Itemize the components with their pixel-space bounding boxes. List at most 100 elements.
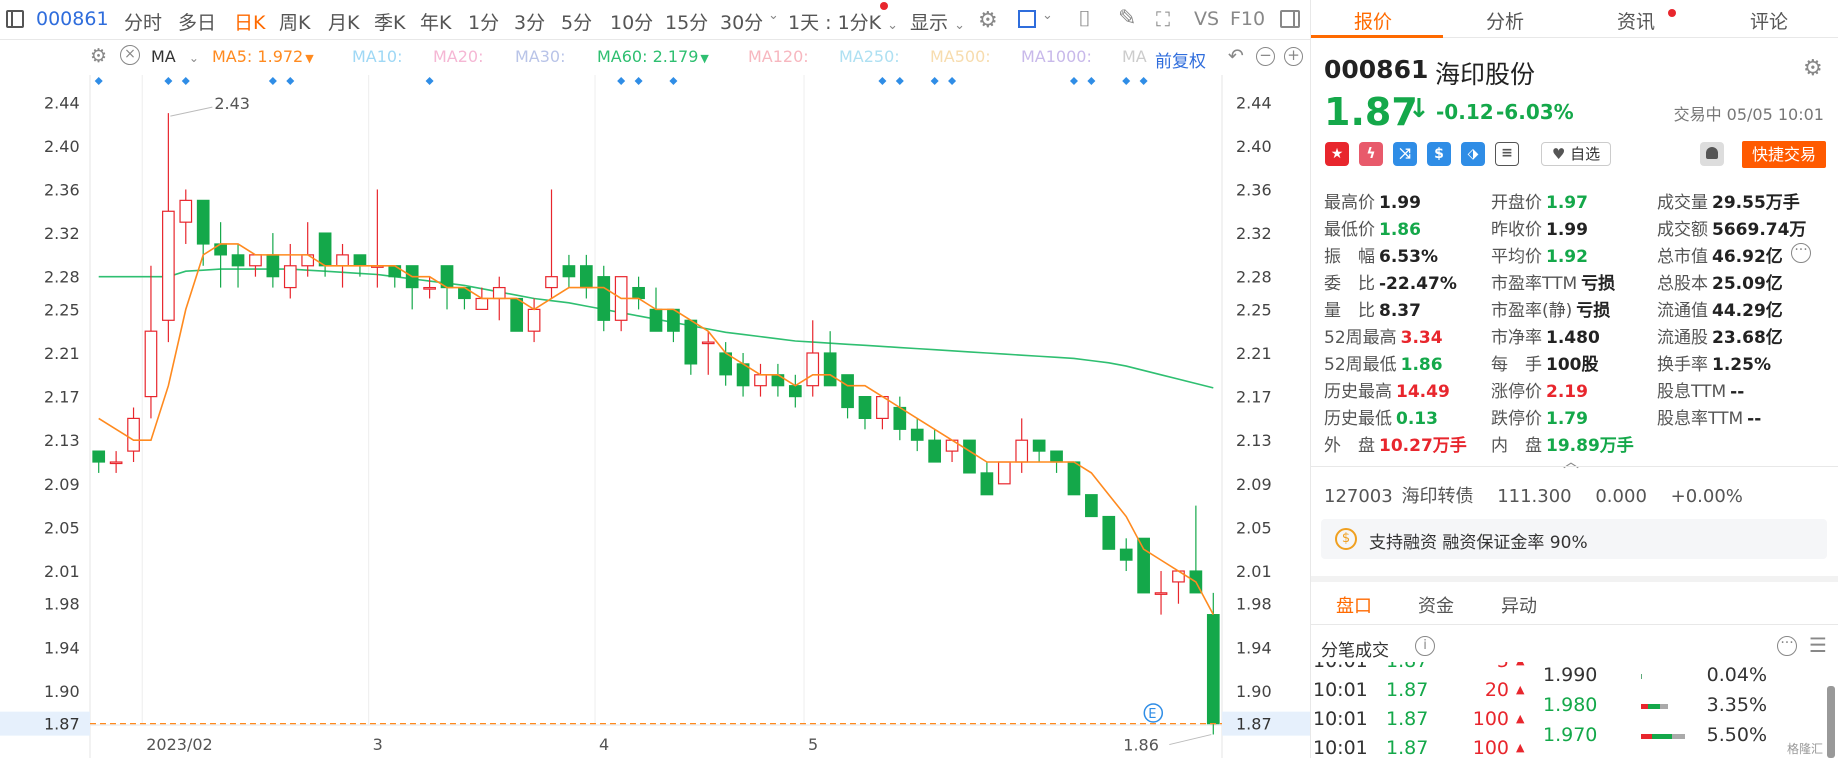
chevron-down-icon[interactable]: ⌄ — [1042, 8, 1053, 23]
settings-gear-icon[interactable]: ⚙ — [90, 45, 108, 67]
bell-icon[interactable] — [1700, 142, 1724, 166]
bond-price: 111.300 — [1497, 486, 1572, 507]
document-icon[interactable]: ≡ — [1495, 142, 1519, 166]
x-tick-label: 4 — [599, 735, 609, 754]
tab-movements[interactable]: 异动 — [1501, 596, 1537, 617]
tick-vol: 20 — [1484, 679, 1509, 701]
stock-code-link[interactable]: 000861 — [36, 8, 109, 30]
y-tick-label: 1.90 — [1236, 682, 1272, 701]
ma-indicator-bar: ⚙ × MA ⌄ MA5: 1.972 ▼ MA10: MA20: MA30: M… — [0, 41, 1310, 75]
candle-body — [510, 297, 524, 332]
more-options-icon[interactable]: ··· — [1791, 243, 1811, 263]
lightning-icon[interactable]: ϟ — [1359, 142, 1383, 166]
period-tab[interactable]: 日K — [234, 12, 266, 34]
quick-trade-button[interactable]: 快捷交易 — [1742, 141, 1826, 168]
stat-label: 市盈率TTM — [1491, 274, 1578, 294]
max-annotation-line — [170, 106, 213, 117]
candle-body — [632, 286, 645, 300]
y-tick-label: 2.13 — [1236, 431, 1272, 450]
period-tab[interactable]: 30分 — [720, 12, 764, 34]
info-icon[interactable]: i — [1415, 636, 1435, 656]
add-watchlist-button[interactable]: ♥ 自选 — [1541, 142, 1611, 166]
depth-price: 1.970 — [1543, 724, 1598, 746]
f10-button[interactable]: F10 — [1230, 8, 1266, 30]
pen-icon[interactable]: ✎ — [1118, 6, 1137, 31]
y-tick-label: 2.32 — [44, 224, 80, 243]
period-tab[interactable]: 分时 — [124, 12, 163, 34]
event-marker-icon — [617, 77, 626, 85]
period-tab[interactable]: 1分 — [468, 12, 500, 34]
tab-funds[interactable]: 资金 — [1418, 596, 1454, 617]
panel-toggle-icon[interactable] — [1280, 10, 1300, 28]
period-tab[interactable]: 季K — [374, 12, 406, 34]
compare-vs-button[interactable]: VS — [1194, 8, 1220, 30]
period-tab[interactable]: 多日 — [178, 12, 217, 34]
tab-comments[interactable]: 评论 — [1750, 11, 1789, 33]
bond-code: 127003 — [1324, 486, 1393, 507]
draw-rect-icon[interactable] — [1018, 10, 1036, 28]
y-tick-label: 2.40 — [44, 137, 80, 156]
tab-quote[interactable]: 报价 — [1354, 11, 1393, 33]
stat-value: 3.34 — [1400, 328, 1443, 348]
price-label-bg — [0, 711, 90, 736]
zoom-out-icon[interactable]: − — [1256, 47, 1275, 66]
close-icon[interactable]: × — [120, 45, 140, 65]
depth-price: 1.990 — [1543, 664, 1598, 686]
y-tick-label: 2.28 — [44, 268, 80, 287]
undo-icon[interactable]: ↶ — [1228, 45, 1244, 67]
ma-truncated-legend: MA — [1122, 47, 1147, 66]
candle-body — [788, 385, 802, 398]
stat-value: 亏损 — [1576, 301, 1611, 321]
period-tab[interactable]: 周K — [279, 12, 311, 34]
stat-item: 换手率 1.25% — [1657, 350, 1771, 375]
fullscreen-icon[interactable]: ⛶ — [1156, 7, 1170, 31]
tag-icon[interactable]: ⬗ — [1461, 142, 1485, 166]
range-select[interactable]: 1天 : 1分K ⌄ — [788, 8, 898, 35]
sidebar-toggle-icon[interactable] — [6, 10, 24, 28]
zoom-in-icon[interactable]: + — [1284, 47, 1303, 66]
dollar-icon[interactable]: $ — [1427, 142, 1451, 166]
convertible-bond-row[interactable]: 127003 海印转债 111.300 0.000 +0.00% — [1324, 482, 1743, 508]
period-tab[interactable]: 10分 — [610, 12, 654, 34]
event-marker-icon — [286, 77, 295, 85]
settings-gear-icon[interactable]: ⚙ — [1803, 56, 1823, 81]
stat-value: 1.99 — [1379, 193, 1421, 213]
more-options-icon[interactable]: ··· — [1777, 636, 1797, 656]
divider — [1311, 624, 1838, 625]
period-tab[interactable]: 月K — [328, 12, 360, 34]
y-tick-label: 2.40 — [1236, 137, 1272, 156]
chevron-down-icon[interactable]: ⌄ — [768, 8, 779, 23]
period-tab[interactable]: 5分 — [561, 12, 593, 34]
candlestick-chart[interactable]: 2023/02 3 4 5 2.44 2.44 2.40 2.40 2.36 2.36 2.32 2.… — [0, 75, 1310, 758]
divider — [1311, 576, 1838, 582]
stat-label: 市盈率(静) — [1491, 301, 1573, 321]
settings-gear-icon[interactable]: ⚙ — [978, 8, 998, 33]
trade-status: 交易中 05/05 10:01 — [1673, 105, 1824, 124]
tab-orderbook[interactable]: 盘口 — [1336, 596, 1372, 617]
stat-item: 流通股 23.68亿 — [1657, 323, 1783, 348]
stat-value: -- — [1730, 382, 1745, 402]
y-tick-label: 2.05 — [44, 518, 80, 537]
period-tab[interactable]: 3分 — [514, 12, 546, 34]
period-tab[interactable]: 年K — [420, 12, 452, 34]
tab-analysis[interactable]: 分析 — [1486, 11, 1525, 33]
camera-icon[interactable]: ⌷ — [1078, 7, 1092, 32]
china-flag-icon[interactable]: ★ — [1325, 142, 1349, 166]
period-tab[interactable]: 15分 — [665, 12, 709, 34]
display-menu[interactable]: 显示 ⌄ — [910, 8, 965, 35]
stat-label: 开盘价 — [1491, 193, 1542, 213]
ma-select[interactable]: MA ⌄ — [151, 47, 199, 66]
candle-body — [92, 450, 106, 463]
list-view-icon[interactable]: ☰ — [1809, 633, 1827, 657]
adjust-mode-button[interactable]: 前复权 — [1155, 52, 1206, 72]
scrollbar[interactable] — [1827, 686, 1835, 758]
shuffle-icon[interactable]: ⤨ — [1393, 142, 1417, 166]
tab-news[interactable]: 资讯 — [1617, 11, 1656, 33]
collapse-chevron-icon[interactable]: ︿ — [1563, 452, 1580, 471]
candle-body — [963, 439, 976, 474]
stat-item: 最低价 1.86 — [1324, 215, 1421, 240]
margin-note: 支持融资 融资保证金率 90% — [1369, 533, 1588, 553]
stat-label: 股息TTM — [1657, 382, 1727, 402]
y-tick-label: 2.05 — [1236, 518, 1272, 537]
bond-change: 0.000 — [1595, 486, 1647, 507]
